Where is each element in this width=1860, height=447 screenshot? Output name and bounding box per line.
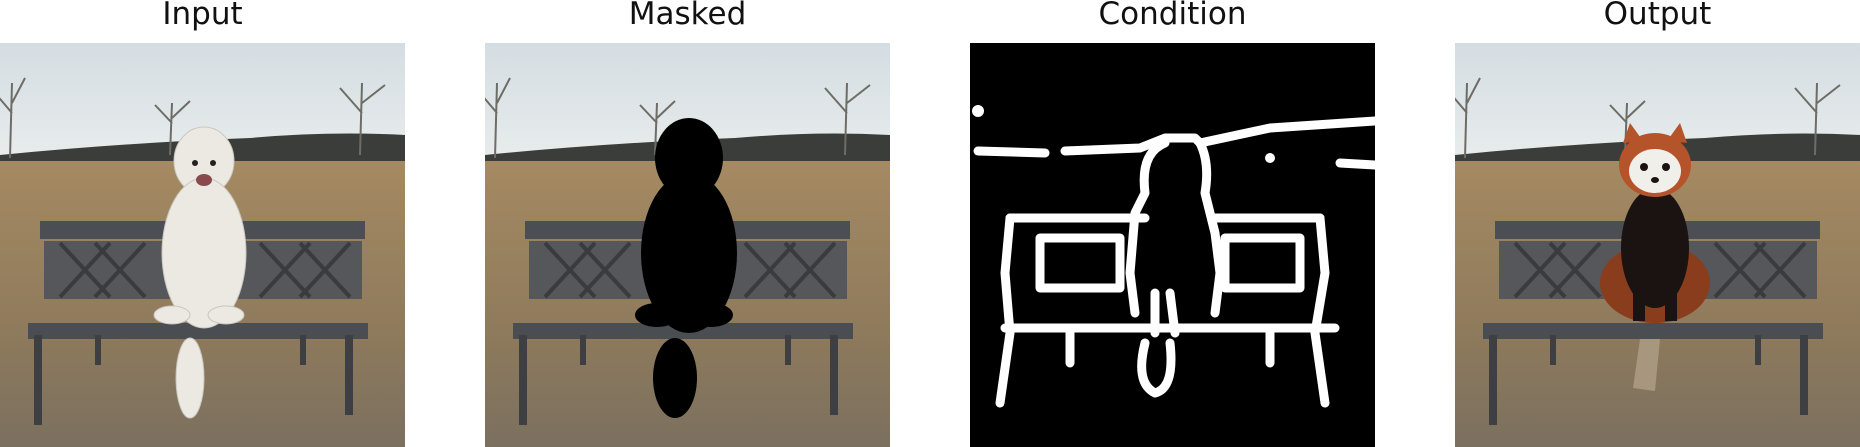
- panel-title: Condition: [1098, 0, 1247, 32]
- panel-condition: Condition: [970, 0, 1375, 447]
- output-image: [1455, 43, 1860, 447]
- masked-image: [485, 43, 890, 447]
- panel-title: Input: [162, 0, 243, 32]
- panel-title: Masked: [628, 0, 747, 32]
- panel-masked: Masked: [485, 0, 890, 447]
- masked-photo: [485, 43, 890, 447]
- edge-map: [970, 43, 1375, 447]
- mask-region: [635, 118, 737, 418]
- dog-figure: [153, 126, 247, 419]
- panel-title: Output: [1603, 0, 1712, 32]
- panel-output: Output: [1455, 0, 1860, 447]
- red-panda-figure: [1600, 123, 1710, 323]
- output-photo: [1455, 43, 1860, 447]
- input-photo: [0, 43, 405, 447]
- condition-image: [970, 43, 1375, 447]
- panel-input: Input: [0, 0, 405, 447]
- input-image: [0, 43, 405, 447]
